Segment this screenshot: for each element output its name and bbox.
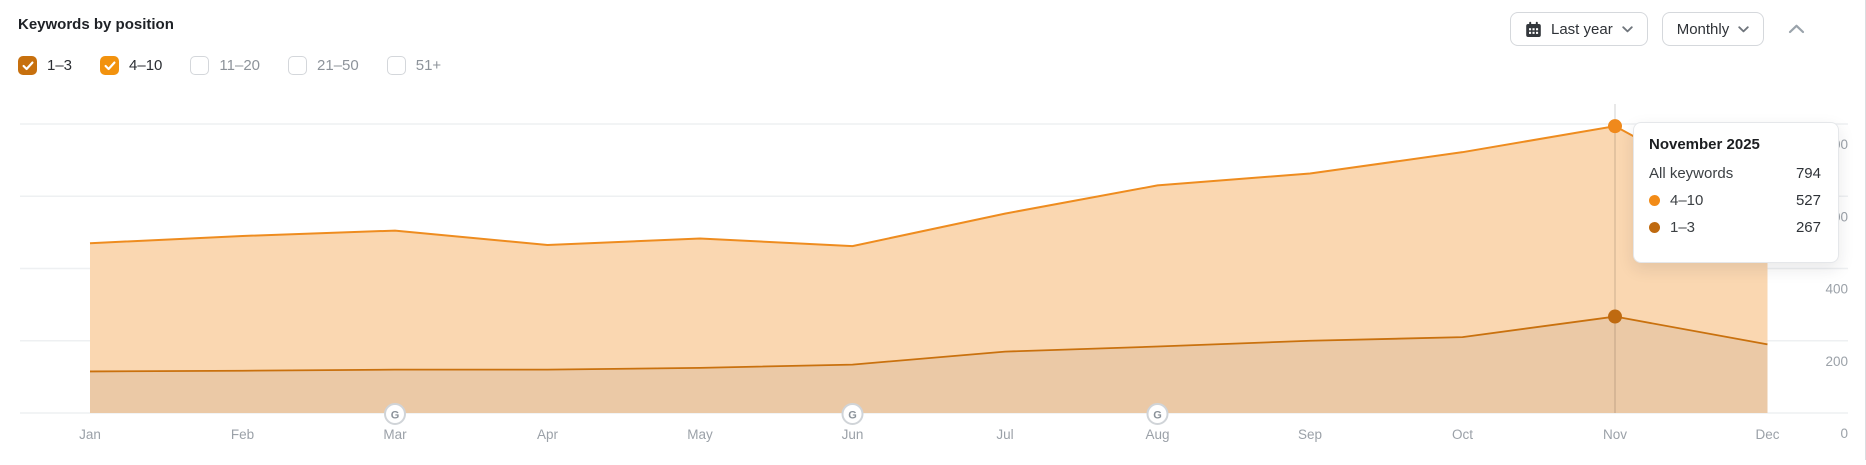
filter-21-50[interactable]: 21–50 — [288, 56, 359, 75]
x-axis-label: Sep — [1298, 427, 1322, 442]
y-axis-label: 0 — [1840, 426, 1848, 441]
filter-51-plus[interactable]: 51+ — [386, 56, 442, 75]
x-axis-label: Jul — [996, 427, 1013, 442]
tooltip-row-all-keywords: All keywords 794 — [1649, 160, 1821, 187]
calendar-icon — [1525, 21, 1542, 38]
filter-label: 11–20 — [219, 57, 261, 74]
checkbox-checked-icon[interactable] — [18, 56, 37, 75]
tooltip-title: November 2025 — [1649, 136, 1760, 153]
filter-label: 1–3 — [47, 57, 73, 74]
chevron-down-icon — [1738, 25, 1749, 33]
google-update-icon: G — [1153, 410, 1162, 422]
tooltip-row-label: All keywords — [1649, 165, 1734, 182]
page-title: Keywords by position — [18, 16, 174, 33]
filter-4-10[interactable]: 4–10 — [100, 56, 162, 75]
checkbox-checked-icon[interactable] — [100, 56, 120, 75]
tooltip-row-value: 527 — [1795, 192, 1821, 209]
series-dot-icon — [1649, 222, 1660, 233]
x-axis-label: Nov — [1603, 427, 1627, 442]
google-update-icon: G — [848, 410, 857, 422]
chart-tooltip: November 2025 All keywords 794 4–10 527 … — [1633, 122, 1839, 263]
chart-controls: Last year Monthly — [1510, 12, 1813, 46]
position-filters: 1–3 4–10 11–20 21–50 51+ — [18, 56, 441, 75]
x-axis-label: Apr — [537, 427, 559, 442]
tooltip-row-value: 794 — [1795, 165, 1821, 182]
google-update-icon: G — [391, 410, 400, 422]
granularity-label: Monthly — [1676, 20, 1730, 38]
collapse-panel-button[interactable] — [1780, 12, 1813, 46]
checkbox-unchecked-icon[interactable] — [386, 56, 406, 75]
data-point-dot-1-3 — [1608, 309, 1622, 324]
filter-label: 4–10 — [129, 57, 163, 74]
x-axis-label: Jan — [79, 427, 101, 442]
y-axis-label: 200 — [1825, 354, 1848, 369]
chevron-down-icon — [1622, 25, 1633, 33]
line-1-3 — [89, 315, 1768, 373]
granularity-button[interactable]: Monthly — [1661, 12, 1765, 46]
line-4-10 — [89, 125, 1768, 248]
google-update-marker[interactable] — [841, 403, 864, 425]
tooltip-row-value: 267 — [1795, 219, 1821, 236]
data-point-dot-4-10 — [1608, 119, 1622, 134]
filter-label: 51+ — [415, 57, 442, 74]
date-range-button[interactable]: Last year — [1510, 12, 1648, 46]
checkbox-unchecked-icon[interactable] — [288, 56, 308, 75]
area-4-10 — [90, 126, 1768, 372]
tooltip-row-4-10: 4–10 527 — [1649, 187, 1821, 214]
tooltip-row-1-3: 1–3 267 — [1649, 214, 1821, 241]
checkbox-unchecked-icon[interactable] — [190, 56, 210, 75]
filter-1-3[interactable]: 1–3 — [18, 56, 72, 75]
google-update-marker[interactable] — [384, 403, 406, 425]
x-axis-label: Feb — [231, 427, 254, 442]
chevron-up-icon — [1788, 24, 1805, 34]
tooltip-row-label: 4–10 — [1670, 192, 1704, 209]
x-axis-label: May — [687, 427, 713, 442]
x-axis-label: Mar — [383, 427, 407, 442]
x-axis-label: Dec — [1755, 427, 1779, 442]
filter-label: 21–50 — [317, 57, 359, 74]
series-dot-icon — [1649, 195, 1660, 206]
x-axis-label: Oct — [1452, 427, 1473, 442]
filter-11-20[interactable]: 11–20 — [190, 56, 260, 75]
y-axis-label: 400 — [1825, 282, 1848, 297]
tooltip-row-label: 1–3 — [1670, 219, 1696, 236]
x-axis-label: Jun — [842, 427, 864, 442]
google-update-marker[interactable] — [1146, 403, 1169, 425]
x-axis-label: Aug — [1145, 427, 1169, 442]
date-range-label: Last year — [1551, 20, 1613, 38]
